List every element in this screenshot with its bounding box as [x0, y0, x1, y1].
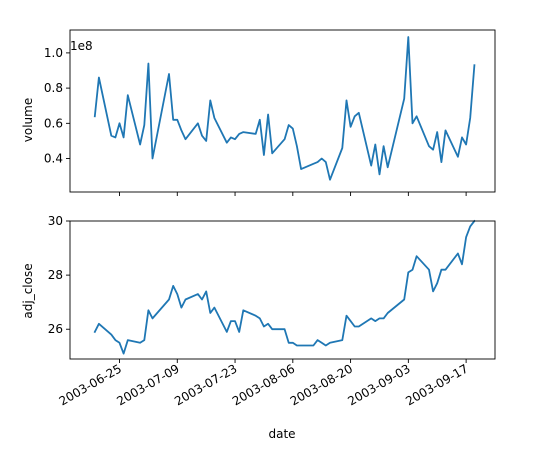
- volume-y-axis-label: volume: [21, 98, 35, 142]
- adj-close-axes-frame: [69, 220, 496, 360]
- volume-y-tick-label-2: 0.8: [44, 81, 63, 95]
- volume-x-ticks: [119, 192, 467, 196]
- x-tick-label-6: 2003-09-17: [403, 361, 470, 408]
- x-tick-label-3: 2003-08-06: [230, 361, 297, 408]
- volume-y-tick-label-3: 1.0: [44, 46, 63, 60]
- adj-close-x-ticks: 2003-06-252003-07-092003-07-232003-08-06…: [57, 359, 471, 408]
- x-tick-label-2: 2003-07-23: [172, 361, 239, 408]
- adj-close-y-tick-label-2: 30: [48, 214, 63, 228]
- adj-close-y-axis-label: adj_close: [21, 263, 35, 318]
- volume-panel: 0.4 0.6 0.8 1.0 1e8 volume: [21, 29, 496, 196]
- adj-close-y-ticks: 26 28 30: [48, 214, 70, 336]
- volume-series: [93, 36, 476, 181]
- x-axis-label: date: [268, 427, 295, 441]
- volume-y-tick-label-0: 0.4: [44, 152, 63, 166]
- volume-y-tick-label-1: 0.6: [44, 116, 63, 130]
- adj-close-series: [93, 219, 476, 355]
- volume-scale-label: 1e8: [70, 39, 93, 53]
- adj-close-y-tick-label-0: 26: [48, 322, 63, 336]
- volume-axes-frame: [69, 29, 496, 193]
- volume-y-ticks: 0.4 0.6 0.8 1.0: [44, 46, 70, 166]
- x-tick-label-0: 2003-06-25: [57, 361, 124, 408]
- adj-close-y-tick-label-1: 28: [48, 268, 63, 282]
- volume-series-line-0: [93, 36, 476, 181]
- x-tick-label-1: 2003-07-09: [114, 361, 181, 408]
- x-tick-label-4: 2003-08-20: [288, 361, 355, 408]
- adj-close-series-line-0: [93, 219, 476, 355]
- x-tick-label-5: 2003-09-03: [345, 361, 412, 408]
